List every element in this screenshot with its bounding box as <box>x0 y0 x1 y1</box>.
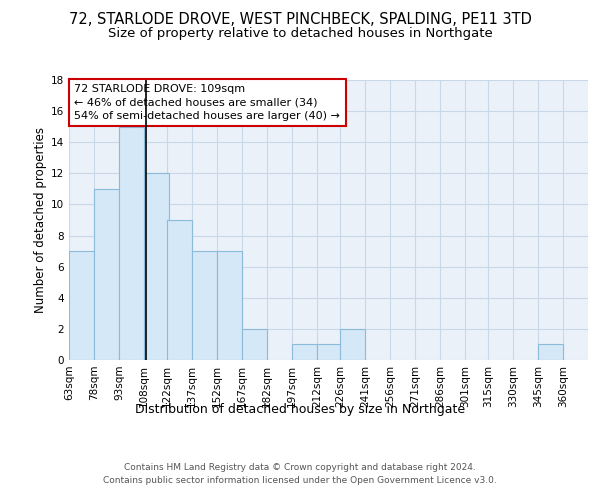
Text: Distribution of detached houses by size in Northgate: Distribution of detached houses by size … <box>135 402 465 415</box>
Bar <box>119 126 144 360</box>
Text: Contains public sector information licensed under the Open Government Licence v3: Contains public sector information licen… <box>103 476 497 485</box>
Text: 72 STARLODE DROVE: 109sqm
← 46% of detached houses are smaller (34)
54% of semi-: 72 STARLODE DROVE: 109sqm ← 46% of detac… <box>74 84 340 120</box>
Bar <box>217 251 242 360</box>
Bar <box>538 344 563 360</box>
Bar <box>340 329 365 360</box>
Bar <box>242 329 267 360</box>
Text: Contains HM Land Registry data © Crown copyright and database right 2024.: Contains HM Land Registry data © Crown c… <box>124 462 476 471</box>
Bar <box>69 251 94 360</box>
Bar <box>292 344 317 360</box>
Bar <box>167 220 192 360</box>
Text: 72, STARLODE DROVE, WEST PINCHBECK, SPALDING, PE11 3TD: 72, STARLODE DROVE, WEST PINCHBECK, SPAL… <box>68 12 532 28</box>
Bar <box>144 174 169 360</box>
Bar <box>94 189 119 360</box>
Bar <box>192 251 217 360</box>
Y-axis label: Number of detached properties: Number of detached properties <box>34 127 47 313</box>
Text: Size of property relative to detached houses in Northgate: Size of property relative to detached ho… <box>107 28 493 40</box>
Bar <box>317 344 342 360</box>
